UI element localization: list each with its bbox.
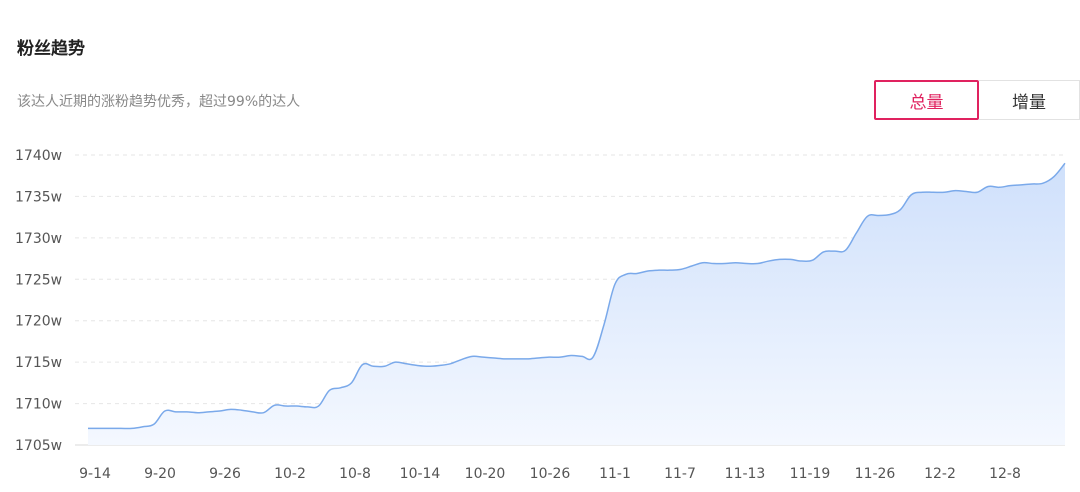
x-tick-label: 11-26 <box>855 466 896 482</box>
x-tick-label: 10-8 <box>339 466 371 482</box>
metric-toggle: 总量 增量 <box>874 80 1080 120</box>
y-tick-label: 1715w <box>15 355 62 371</box>
x-tick-label: 10-20 <box>465 466 506 482</box>
x-tick-label: 11-1 <box>599 466 631 482</box>
chart-subtitle: 该达人近期的涨粉趋势优秀，超过99%的达人 <box>17 94 301 110</box>
series-line-layer <box>87 162 1066 430</box>
x-tick-label: 11-19 <box>790 466 831 482</box>
y-axis: 1705w 1710w 1715w 1720w 1725w 1730w 1735w 1740w <box>15 148 62 454</box>
x-tick-label: 10-2 <box>274 466 306 482</box>
x-tick-label: 11-13 <box>725 466 766 482</box>
x-tick-label: 12-8 <box>989 466 1021 482</box>
total-toggle-button[interactable]: 总量 <box>874 80 979 120</box>
x-tick-label: 9-14 <box>79 466 111 482</box>
x-tick-label: 12-2 <box>924 466 956 482</box>
x-tick-label: 10-14 <box>400 466 441 482</box>
x-tick-label: 9-26 <box>209 466 241 482</box>
series-area <box>88 163 1065 446</box>
x-axis: 9-14 9-20 9-26 10-2 10-8 10-14 10-20 10-26 11-1 1… <box>79 466 1021 482</box>
y-tick-label: 1710w <box>15 397 62 413</box>
x-tick-label: 9-20 <box>144 466 176 482</box>
x-tick-label: 10-26 <box>530 466 571 482</box>
y-tick-label: 1740w <box>15 148 62 164</box>
y-tick-label: 1730w <box>15 231 62 247</box>
y-tick-label: 1705w <box>15 438 62 454</box>
chart-title: 粉丝趋势 <box>17 39 85 59</box>
y-tick-label: 1725w <box>15 272 62 288</box>
area-fill-layer <box>88 163 1065 446</box>
series-line <box>87 162 1066 430</box>
x-tick-label: 11-7 <box>664 466 696 482</box>
y-tick-label: 1735w <box>15 189 62 205</box>
y-tick-label: 1720w <box>15 314 62 330</box>
